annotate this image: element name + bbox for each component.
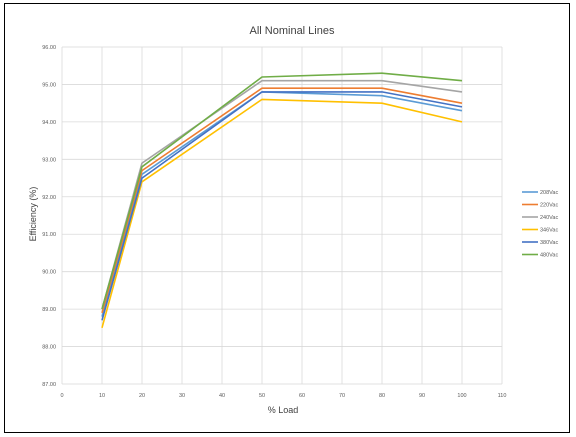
x-tick-label: 20: [139, 393, 145, 399]
y-axis-label: Efficiency (%): [28, 187, 38, 242]
tick-labels: 87.00 88.00 89.00 90.00 91.00 92.00 93.00 94.00…: [42, 45, 506, 399]
y-tick-label: 91.00: [42, 232, 56, 238]
y-tick-label: 89.00: [42, 307, 56, 313]
x-tick-label: 90: [419, 393, 425, 399]
x-tick-label: 110: [498, 393, 507, 399]
y-tick-label: 93.00: [42, 157, 56, 163]
series-line-208vac: [101, 91, 463, 317]
legend-label: 208Vac: [540, 190, 558, 196]
x-tick-label: 70: [339, 393, 345, 399]
legend-label: 380Vac: [540, 240, 558, 246]
x-tick-label: 30: [179, 393, 185, 399]
x-tick-label: 100: [457, 393, 466, 399]
x-tick-label: 80: [379, 393, 385, 399]
legend-label: 220Vac: [540, 203, 558, 209]
series-lines: [101, 72, 463, 329]
y-tick-label: 92.00: [42, 195, 56, 201]
y-tick-label: 87.00: [42, 382, 56, 388]
series-line-220vac: [101, 87, 463, 314]
legend-label: 240Vac: [540, 215, 558, 221]
series-line-380vac: [101, 91, 463, 321]
chart-title: All Nominal Lines: [250, 25, 335, 37]
y-tick-label: 96.00: [42, 45, 56, 51]
series-line-480vac: [101, 72, 463, 310]
legend-label: 480Vac: [540, 253, 558, 259]
x-tick-label: 50: [259, 393, 265, 399]
series-line-240vac: [101, 79, 463, 310]
y-tick-label: 95.00: [42, 82, 56, 88]
x-tick-label: 60: [299, 393, 305, 399]
x-tick-label: 40: [219, 393, 225, 399]
legend-label: 346Vac: [540, 228, 558, 234]
y-tick-label: 88.00: [42, 345, 56, 351]
legend: 208Vac 220Vac 240Vac 346Vac 380Vac 480Vac: [522, 190, 558, 259]
series-line-346vac: [101, 98, 463, 329]
x-axis-label: % Load: [268, 405, 299, 415]
y-tick-label: 94.00: [42, 120, 56, 126]
x-tick-label: 0: [60, 393, 63, 399]
y-tick-label: 90.00: [42, 270, 56, 276]
x-tick-label: 10: [99, 393, 105, 399]
chart-frame: [4, 3, 570, 433]
